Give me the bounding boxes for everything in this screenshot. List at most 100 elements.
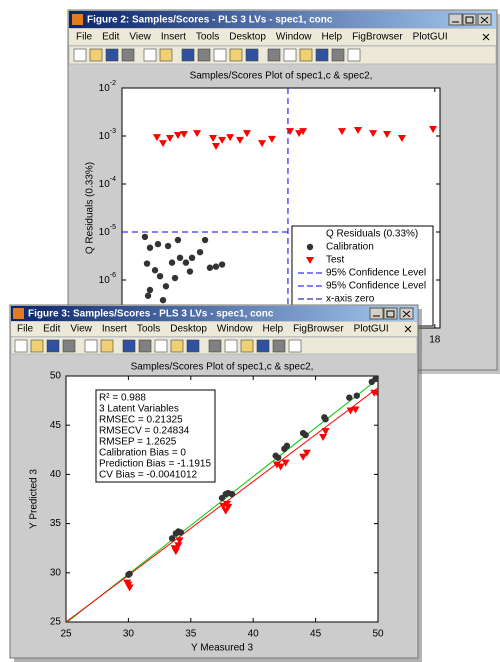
toolbar-button[interactable] [186,339,200,353]
point [146,286,154,294]
point [353,392,360,399]
point [222,500,231,508]
menu-item[interactable]: Edit [43,324,60,335]
menu-item[interactable]: View [129,32,151,43]
menu-item[interactable]: Insert [161,32,186,43]
menu-item[interactable]: Tools [137,324,160,335]
y-tick-label: 45 [50,420,62,431]
legend-label: 95% Confidence Level [326,268,426,279]
toolbar-button[interactable] [213,48,227,62]
menu-item[interactable]: PlotGUI [413,32,448,43]
toolbar-button[interactable] [272,339,286,353]
toolbar-button[interactable] [299,48,313,62]
toolbar-button[interactable] [143,48,157,62]
point [302,449,311,457]
toolbar-button[interactable] [159,48,173,62]
toolbar-button[interactable] [121,48,135,62]
toolbar-button[interactable] [224,339,238,353]
toolbar-button[interactable] [30,339,44,353]
toolbar-button[interactable] [105,48,119,62]
point [212,142,221,150]
toolbar-button[interactable] [197,48,211,62]
menu-item[interactable]: Insert [102,324,127,335]
point [209,134,218,142]
toolbar-button[interactable] [283,48,297,62]
point [299,453,308,461]
toolbar-button[interactable] [229,48,243,62]
dock-close[interactable] [482,33,490,41]
menu-item[interactable]: Help [263,324,284,335]
menu-item[interactable]: View [70,324,92,335]
toolbar-button[interactable] [288,339,302,353]
menu-item[interactable]: Tools [196,32,219,43]
y-tick-label: 40 [50,469,62,480]
toolbar-button[interactable] [154,339,168,353]
y-axis-label: Q Residuals (0.33%) [85,162,96,254]
point [299,128,308,136]
toolbar-button[interactable] [62,339,76,353]
plot-area [66,376,378,622]
toolbar-button[interactable] [84,339,98,353]
tick-exponent: -2 [110,80,116,87]
toolbar-button[interactable] [73,48,87,62]
point [201,236,209,244]
point [144,292,152,299]
menu-item[interactable]: File [76,32,93,43]
point [429,125,438,133]
app-icon [72,14,83,25]
y-tick-label: 10-2 [99,80,116,94]
toolbar-button[interactable] [100,339,114,353]
toolbar-button[interactable] [347,48,361,62]
toolbar-button[interactable] [14,339,28,353]
toolbar-button[interactable] [256,339,270,353]
dock-close[interactable] [404,325,412,333]
menu-item[interactable]: File [17,324,34,335]
point [353,127,362,135]
tick-exponent: -6 [110,272,116,279]
maximize-button[interactable] [383,307,398,320]
menu-item[interactable]: Edit [102,32,119,43]
maximize-button[interactable] [462,13,477,26]
window-buttons[interactable] [369,307,414,320]
menu-item[interactable]: Window [217,324,253,335]
menu-item[interactable]: Help [322,32,343,43]
menu-item[interactable]: Window [276,32,312,43]
stats-line: CV Bias = -0.0041012 [99,470,198,481]
toolbar-button[interactable] [181,48,195,62]
plot-title: Samples/Scores Plot of spec1,c & spec2, [190,71,373,82]
point [146,244,154,251]
toolbar-button[interactable] [267,48,281,62]
window-buttons[interactable] [448,13,492,26]
minimize-button[interactable] [369,307,384,320]
toolbar-button[interactable] [170,339,184,353]
point [151,267,159,274]
point [156,272,164,280]
point [319,434,328,442]
stats-line: RMSECV = 0.24834 [99,426,190,437]
toolbar-button[interactable] [138,339,152,353]
menu-item[interactable]: FigBrowser [352,32,403,43]
toolbar-button[interactable] [89,48,103,62]
x-tick-label: 40 [248,629,260,640]
minimize-button[interactable] [448,13,463,26]
stats-line: RMSEC = 0.21325 [99,415,183,426]
toolbar-button[interactable] [46,339,60,353]
toolbar-button[interactable] [315,48,329,62]
point [235,136,244,144]
point [176,254,184,262]
toolbar-button[interactable] [245,48,259,62]
menu-item[interactable]: PlotGUI [354,324,389,335]
menu-item[interactable]: Desktop [170,324,207,335]
toolbar-button[interactable] [122,339,136,353]
menu-item[interactable]: FigBrowser [293,324,344,335]
toolbar-button[interactable] [240,339,254,353]
toolbar-button[interactable] [331,48,345,62]
point [162,283,170,290]
stats-line: RMSEP = 1.2625 [99,437,177,448]
figure-window: Figure 3: Samples/Scores - PLS 3 LVs - s… [9,304,422,662]
x-axis-label: Y Measured 3 [191,643,254,654]
tick-exponent: -3 [110,128,116,135]
menu-item[interactable]: Desktop [229,32,266,43]
toolbar-button[interactable] [208,339,222,353]
